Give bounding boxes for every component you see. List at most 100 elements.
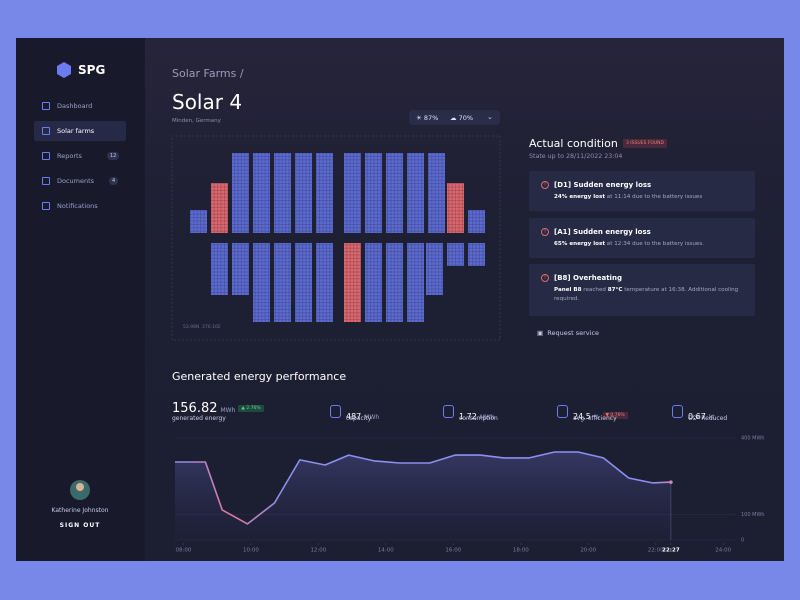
request-service[interactable]: ▣ Request service [537,329,600,337]
weather-wind: ☁ 70% [450,114,474,122]
panel-cells [386,153,403,233]
nav-icon [42,177,50,185]
nav-badge: 12 [107,152,120,160]
panel-cells [468,210,485,233]
panel-cells [407,153,424,233]
user-name: Katherine Johnston [51,507,109,514]
page-title: Solar 4 [172,90,243,114]
state: State up to 28/11/2022 23:04 [529,153,623,160]
issue-title: [B8] Overheating [554,274,622,282]
panel-cells [295,153,312,233]
x-tick-label: 08:00 [176,548,192,554]
stat-label: consumption [459,415,498,422]
nav-item[interactable]: Reports [57,152,82,160]
x-tick-label: 14:00 [378,548,394,554]
nav-icon [42,102,50,110]
panel-cells [344,243,361,322]
panel-cells [344,153,361,233]
weather-value: 70% [458,114,474,122]
y-tick-label: 100 MWh [741,512,765,518]
nav-icon [42,127,50,135]
stat-unit: MWh [220,407,236,414]
stat-unit: % [593,414,600,421]
location: Minden, Germany [172,118,221,124]
issue-icon: ! [541,228,549,236]
panel-cells [190,210,207,233]
stat-value-row: 156.82 MWh ▲ 2.76% [172,397,264,416]
panel-cells [468,243,485,266]
stat-value: 487 [346,412,362,421]
nav-icon [42,152,50,160]
panel-cells [426,243,443,295]
stat-unit: MWh [364,414,380,421]
stat-unit: MWh [479,414,495,421]
stat-label: avg. efficiency [573,415,617,422]
panel-cells [211,243,228,295]
stat-value: 1.72 [459,412,477,421]
issue-text: 24% energy lost [554,194,606,200]
issue-icon: ! [541,274,549,282]
action-label: Request service [547,329,600,337]
x-tick-label: 12:00 [310,548,326,554]
x-tick-label: 24:00 [715,548,731,554]
issue-title: [D1] Sudden energy loss [554,181,652,189]
condition-title: Actual condition [529,137,618,150]
nav-item[interactable]: Solar farms [57,127,95,135]
issue-title: [A1] Sudden energy loss [554,228,651,236]
issue-desc: Panel B8 reached 87°C temperature at 16:… [554,286,744,303]
issue-text: at 12:34 due to the battery issues. [605,241,705,247]
y-tick-label: 0 [741,538,744,544]
nav-item[interactable]: Dashboard [57,102,93,110]
issue-text: 65% energy lost [554,241,606,247]
issue-card[interactable]: ! [A1] Sudden energy loss 65% energy lost … [529,218,755,258]
stat-icon [557,405,568,418]
panel-cells [316,243,333,322]
weather-pill[interactable] [409,110,500,125]
stat-value-row: 0.67 kt [688,404,715,423]
area [175,452,671,540]
panel-cells [365,243,382,322]
issue-desc: 24% energy lost at 11:14 due to the batt… [554,193,744,202]
nav-item[interactable]: Documents [57,177,95,185]
stat-icon [672,405,683,418]
issue-icon: ! [541,181,549,189]
x-tick-label: 18:00 [513,548,529,554]
stat-value: 0.67 [688,412,706,421]
panel-cells [274,153,291,233]
issue-card[interactable]: ! [D1] Sudden energy loss 24% energy lost … [529,171,755,211]
issues-badge: 3 ISSUES FOUND [623,139,668,148]
dropdown[interactable]: ⌄ [487,113,493,121]
coordinates: 53.98N 276.16E [183,325,221,330]
end-point [669,480,673,484]
nav-item[interactable]: Notifications [57,202,98,210]
x-tick-label: 20:00 [580,548,596,554]
active-nav [34,121,126,141]
panel-cells [211,183,228,233]
issue-text: reached [581,287,608,293]
performance-title: Generated energy performance [172,370,347,383]
panel-cells [295,243,312,322]
issue-text: Panel B8 [554,287,582,293]
issue-text: at 11:14 due to the battery issues [605,194,703,200]
panel-cells [428,153,445,233]
panel-cells [253,243,270,322]
y-tick-label: 400 MWh [741,436,765,442]
x-tick-label: 22:27 [662,548,680,554]
breadcrumb[interactable]: Solar Farms / [172,67,244,80]
stat-label: generated energy [172,415,226,422]
map-frame [171,135,501,341]
stat-icon [330,405,341,418]
stat-label: CO² Reduced [688,415,728,422]
sign-out[interactable]: SIGN OUT [59,522,101,529]
panel-cells [274,243,291,322]
issue-card[interactable]: ! [B8] Overheating Panel B8 reached 87°C t… [529,264,755,316]
avatar-face [76,483,84,491]
nav-icon [42,202,50,210]
stat-icon [443,405,454,418]
issue-text: 87°C [607,287,623,293]
logo-icon [57,62,71,78]
logo-text: SPG [78,63,106,77]
panel-cells [232,243,249,295]
